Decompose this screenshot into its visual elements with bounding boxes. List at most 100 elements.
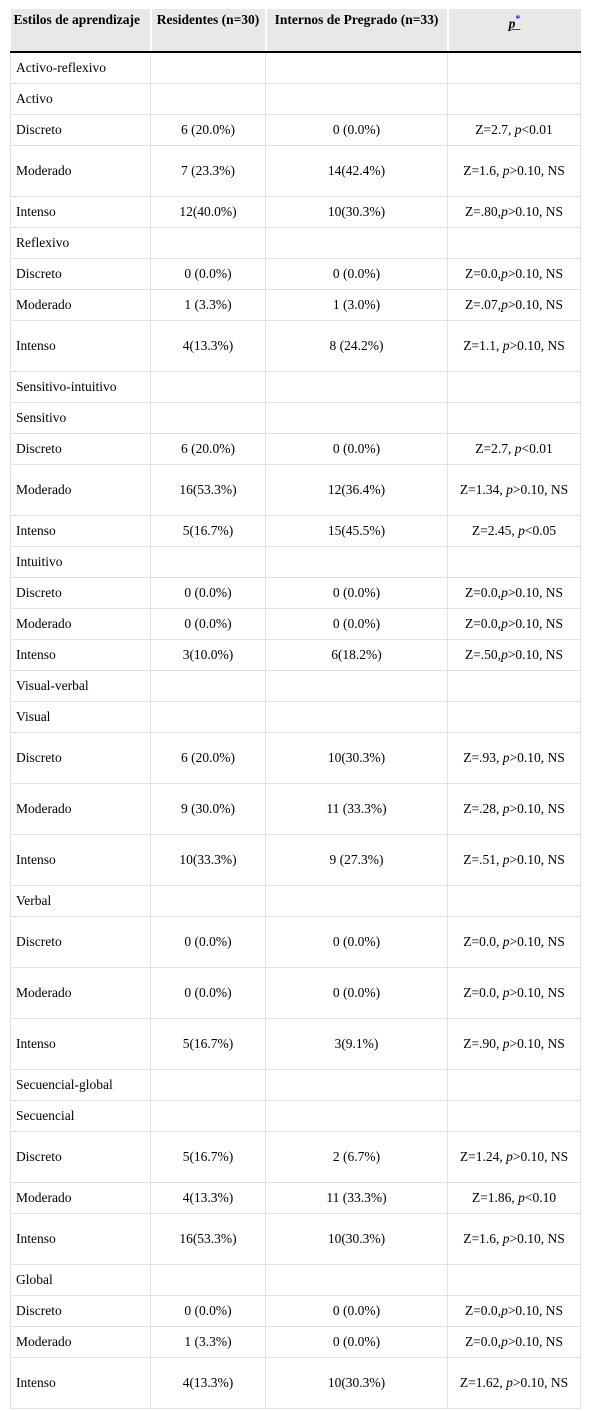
p-symbol: p xyxy=(501,266,508,281)
table-row: Global xyxy=(10,1264,581,1296)
p-symbol: p xyxy=(518,523,525,538)
internos-cell: 12(36.4%) xyxy=(265,464,448,516)
residentes-cell: 4(13.3%) xyxy=(150,1357,266,1409)
internos-cell: 11 (33.3%) xyxy=(265,783,448,835)
p-value-footnote-link[interactable]: p* xyxy=(508,14,521,31)
residentes-cell: 4(13.3%) xyxy=(150,1182,266,1214)
p-symbol: p xyxy=(506,482,513,497)
p-symbol: p xyxy=(502,1036,510,1051)
header-internos: Internos de Pregrado (n=33) xyxy=(264,9,448,53)
p-value-cell: Z=0.0,p>0.10, NS xyxy=(447,1326,581,1358)
table-row: Moderado 16(53.3%) 12(36.4%) Z=1.34, p>0.10… xyxy=(10,464,581,516)
residentes-cell xyxy=(150,1100,266,1132)
p-symbol: p xyxy=(501,204,508,219)
table-row: Discreto 0 (0.0%) 0 (0.0%) Z=0.0,p>0.10, NS xyxy=(10,258,581,290)
p-symbol: p xyxy=(502,1231,510,1246)
table-body: Activo-reflexivo Activo Discreto 6 (20.0%) 0… xyxy=(10,51,581,1409)
residentes-cell: 9 (30.0%) xyxy=(150,783,266,835)
p-symbol: p xyxy=(502,985,510,1000)
table-row: Discreto 6 (20.0%) 10(30.3%) Z=.93, p>0.10,… xyxy=(10,732,581,784)
row-label: Activo xyxy=(10,83,151,115)
p-symbol: p xyxy=(502,338,510,353)
residentes-cell: 3(10.0%) xyxy=(150,639,266,671)
table-row: Intenso 5(16.7%) 15(45.5%) Z=2.45, p<0.05 xyxy=(10,515,581,547)
internos-cell: 3(9.1%) xyxy=(265,1018,448,1070)
learning-styles-table: Estilos de aprendizaje Residentes (n=30)… xyxy=(10,9,581,1409)
header-p-value: p* xyxy=(446,9,581,53)
p-value-cell: Z=2.45, p<0.05 xyxy=(447,515,581,547)
internos-cell xyxy=(265,227,448,259)
p-symbol: p xyxy=(514,441,522,456)
table-row: Discreto 6 (20.0%) 0 (0.0%) Z=2.7, p<0.01 xyxy=(10,433,581,465)
row-label: Discreto xyxy=(10,1131,151,1183)
p-value-cell: Z=1.34, p>0.10, NS xyxy=(447,464,581,516)
row-label: Moderado xyxy=(10,289,151,321)
row-label: Moderado xyxy=(10,608,151,640)
internos-cell: 0 (0.0%) xyxy=(265,114,448,146)
p-value-cell xyxy=(447,1100,581,1132)
p-value-cell xyxy=(447,371,581,403)
table-row: Moderado 9 (30.0%) 11 (33.3%) Z=.28, p>0.10… xyxy=(10,783,581,835)
table-row: Intenso 3(10.0%) 6(18.2%) Z=.50,p>0.10, NS xyxy=(10,639,581,671)
p-value-cell: Z=2.7, p<0.01 xyxy=(447,114,581,146)
p-value-cell xyxy=(447,1264,581,1296)
table-row: Discreto 5(16.7%) 2 (6.7%) Z=1.24, p>0.10, … xyxy=(10,1131,581,1183)
p-value-cell: Z=0.0, p>0.10, NS xyxy=(447,967,581,1019)
residentes-cell: 1 (3.3%) xyxy=(150,289,266,321)
p-value-cell: Z=0.0, p>0.10, NS xyxy=(447,916,581,968)
internos-cell: 10(30.3%) xyxy=(265,732,448,784)
row-label: Moderado xyxy=(10,1182,151,1214)
internos-cell xyxy=(265,1264,448,1296)
internos-cell: 11 (33.3%) xyxy=(265,1182,448,1214)
internos-cell: 10(30.3%) xyxy=(265,1213,448,1265)
internos-cell xyxy=(265,701,448,733)
row-label: Global xyxy=(10,1264,151,1296)
residentes-cell: 5(16.7%) xyxy=(150,1018,266,1070)
p-symbol: p xyxy=(501,585,508,600)
residentes-cell xyxy=(150,701,266,733)
p-symbol: p xyxy=(501,616,508,631)
table-row: Intenso 16(53.3%) 10(30.3%) Z=1.6, p>0.10, … xyxy=(10,1213,581,1265)
row-label: Intenso xyxy=(10,1213,151,1265)
internos-cell: 10(30.3%) xyxy=(265,1357,448,1409)
internos-cell xyxy=(265,1069,448,1101)
residentes-cell: 5(16.7%) xyxy=(150,1131,266,1183)
table-row: Sensitivo-intuitivo xyxy=(10,371,581,403)
row-label: Activo-reflexivo xyxy=(10,51,151,84)
p-value-cell: Z=0.0,p>0.10, NS xyxy=(447,258,581,290)
internos-cell: 0 (0.0%) xyxy=(265,433,448,465)
p-value-cell: Z=.51, p>0.10, NS xyxy=(447,834,581,886)
residentes-cell xyxy=(150,51,266,84)
table-row: Discreto 6 (20.0%) 0 (0.0%) Z=2.7, p<0.01 xyxy=(10,114,581,146)
p-symbol: p xyxy=(518,1190,525,1205)
row-label: Discreto xyxy=(10,114,151,146)
internos-cell: 0 (0.0%) xyxy=(265,1295,448,1327)
p-letter: p xyxy=(508,16,516,31)
table-row: Sensitivo xyxy=(10,402,581,434)
internos-cell: 15(45.5%) xyxy=(265,515,448,547)
residentes-cell: 0 (0.0%) xyxy=(150,608,266,640)
residentes-cell: 6 (20.0%) xyxy=(150,433,266,465)
internos-cell: 0 (0.0%) xyxy=(265,967,448,1019)
row-label: Secuencial xyxy=(10,1100,151,1132)
residentes-cell xyxy=(150,227,266,259)
p-symbol: p xyxy=(502,801,510,816)
p-value-cell: Z=0.0,p>0.10, NS xyxy=(447,1295,581,1327)
header-row: Estilos de aprendizaje Residentes (n=30)… xyxy=(10,9,581,53)
row-label: Reflexivo xyxy=(10,227,151,259)
internos-cell: 6(18.2%) xyxy=(265,639,448,671)
table-row: Intuitivo xyxy=(10,546,581,578)
internos-cell: 14(42.4%) xyxy=(265,145,448,197)
row-label: Visual-verbal xyxy=(10,670,151,702)
p-value-cell: Z=0.0,p>0.10, NS xyxy=(447,577,581,609)
internos-cell xyxy=(265,83,448,115)
row-label: Moderado xyxy=(10,967,151,1019)
p-symbol: p xyxy=(502,750,510,765)
residentes-cell: 12(40.0%) xyxy=(150,196,266,228)
row-label: Intenso xyxy=(10,320,151,372)
table-row: Moderado 7 (23.3%) 14(42.4%) Z=1.6, p>0.10,… xyxy=(10,145,581,197)
header-residentes: Residentes (n=30) xyxy=(149,9,266,53)
table-row: Verbal xyxy=(10,885,581,917)
residentes-cell xyxy=(150,402,266,434)
table-row: Intenso 12(40.0%) 10(30.3%) Z=.80,p>0.10, N… xyxy=(10,196,581,228)
